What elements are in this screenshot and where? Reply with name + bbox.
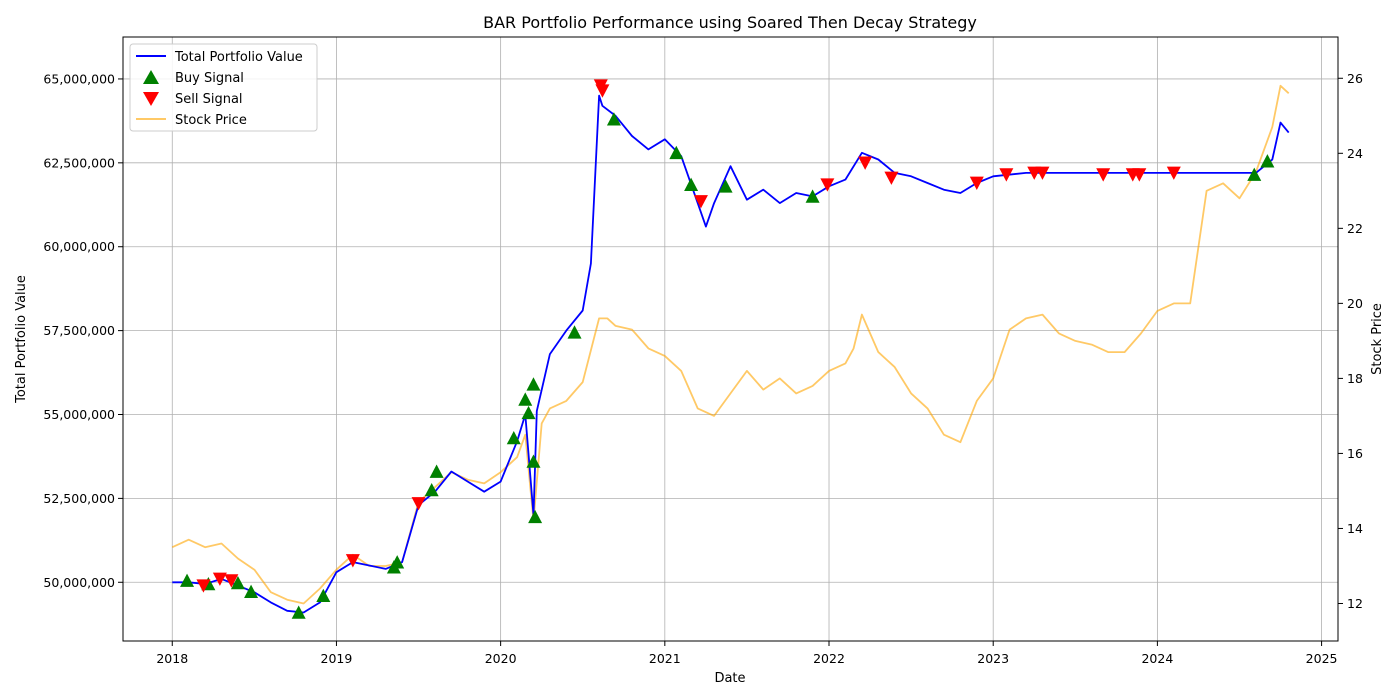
y2-axis-label: Stock Price — [1370, 303, 1385, 375]
sell-signal-marker — [1096, 168, 1111, 182]
sell-signal-marker — [595, 84, 610, 98]
plot-frame — [122, 36, 1339, 642]
y2-tick-label: 26 — [1347, 71, 1363, 86]
portfolio-value-line — [172, 94, 1290, 614]
buy-signal-marker — [390, 555, 405, 569]
y2-tick-label: 12 — [1347, 596, 1363, 611]
sell-signal-marker — [1166, 166, 1181, 180]
buy-signal-marker — [528, 509, 543, 524]
grid-lines — [123, 37, 1338, 641]
x-tick-label: 2019 — [321, 651, 353, 666]
y2-tick-label: 20 — [1347, 296, 1363, 311]
buy-signal-marker — [1247, 167, 1262, 181]
legend-box — [129, 43, 318, 132]
legend-buy-swatch — [143, 70, 159, 84]
chart-title: BAR Portfolio Performance using Soared T… — [483, 13, 977, 32]
sell-signal-marker — [224, 574, 239, 588]
sell-signal-marker — [884, 171, 899, 185]
x-tick-label: 2020 — [485, 651, 517, 666]
y2-tick-label: 16 — [1347, 446, 1363, 461]
x-tick-label: 2022 — [813, 651, 845, 666]
legend-sell-swatch — [143, 92, 159, 106]
y-tick-label: 52,500,000 — [43, 491, 115, 506]
sell-signal-marker — [196, 579, 211, 593]
buy-signal-marker — [180, 573, 195, 587]
buy-signal-marker — [684, 177, 699, 191]
y2-axis-ticks: 12 14 16 18 20 22 24 26 — [1338, 71, 1363, 611]
y-axis-ticks: 50,000,000 52,500,000 55,000,000 57,500,000… — [43, 71, 123, 590]
sell-signal-marker — [693, 195, 708, 209]
buy-signal-marker — [244, 584, 259, 598]
y2-tick-label: 22 — [1347, 221, 1363, 236]
y2-tick-label: 24 — [1347, 146, 1363, 161]
buy-signal-marker — [567, 325, 582, 339]
x-tick-label: 2018 — [156, 651, 188, 666]
buy-signal-marker — [606, 112, 621, 126]
legend-stock-label: Stock Price — [175, 113, 247, 128]
buy-signal-marker — [526, 377, 541, 391]
buy-signal-marker — [230, 575, 245, 590]
legend-portfolio-label: Total Portfolio Value — [174, 50, 303, 65]
x-tick-label: 2024 — [1141, 651, 1173, 666]
buy-signal-marker — [316, 588, 331, 602]
legend-buy-label: Buy Signal — [175, 71, 244, 86]
sell-signal-marker — [820, 178, 835, 192]
x-tick-label: 2023 — [977, 651, 1009, 666]
sell-signal-marker — [969, 176, 984, 190]
y2-tick-label: 18 — [1347, 371, 1363, 386]
x-axis-ticks: 2018 2019 2020 2021 2022 2023 2024 2025 — [156, 641, 1337, 666]
buy-signal-marker — [526, 454, 541, 468]
y-tick-label: 60,000,000 — [43, 239, 115, 254]
x-axis-label: Date — [714, 671, 745, 686]
x-tick-label: 2021 — [649, 651, 681, 666]
buy-signal-marker — [424, 483, 439, 497]
x-tick-label: 2025 — [1306, 651, 1338, 666]
sell-signal-marker — [999, 168, 1014, 182]
buy-signal-marker — [506, 430, 521, 445]
y2-tick-label: 14 — [1347, 521, 1363, 536]
buy-signal-marker — [518, 392, 533, 406]
buy-signal-marker — [521, 405, 536, 420]
sell-signal-marker — [1132, 168, 1147, 182]
y-tick-label: 62,500,000 — [43, 155, 115, 170]
y-tick-label: 65,000,000 — [43, 71, 115, 86]
stock-price-line — [171, 84, 1290, 605]
portfolio-value-series — [172, 94, 1290, 614]
sell-signal-marker — [212, 572, 227, 586]
y-axis-label: Total Portfolio Value — [14, 275, 29, 404]
legend-sell-label: Sell Signal — [175, 92, 243, 107]
buy-signal-marker — [429, 464, 444, 478]
stock-price-series — [171, 84, 1290, 605]
y-tick-label: 55,000,000 — [43, 407, 115, 422]
buy-signal-marker — [718, 179, 733, 193]
sell-signal-marker — [411, 497, 426, 511]
sell-signal-marker — [1035, 166, 1050, 180]
buy-signal-marker — [1260, 154, 1275, 168]
sell-signal-marker — [345, 554, 360, 568]
y-tick-label: 50,000,000 — [43, 575, 115, 590]
buy-signal-marker — [291, 605, 306, 619]
y-tick-label: 57,500,000 — [43, 323, 115, 338]
legend: Total Portfolio Value Buy Signal Sell Si… — [129, 43, 318, 132]
signal-markers — [180, 79, 1275, 619]
buy-signal-marker — [805, 189, 820, 203]
sell-signal-marker — [858, 156, 873, 170]
buy-signal-marker — [669, 145, 684, 160]
